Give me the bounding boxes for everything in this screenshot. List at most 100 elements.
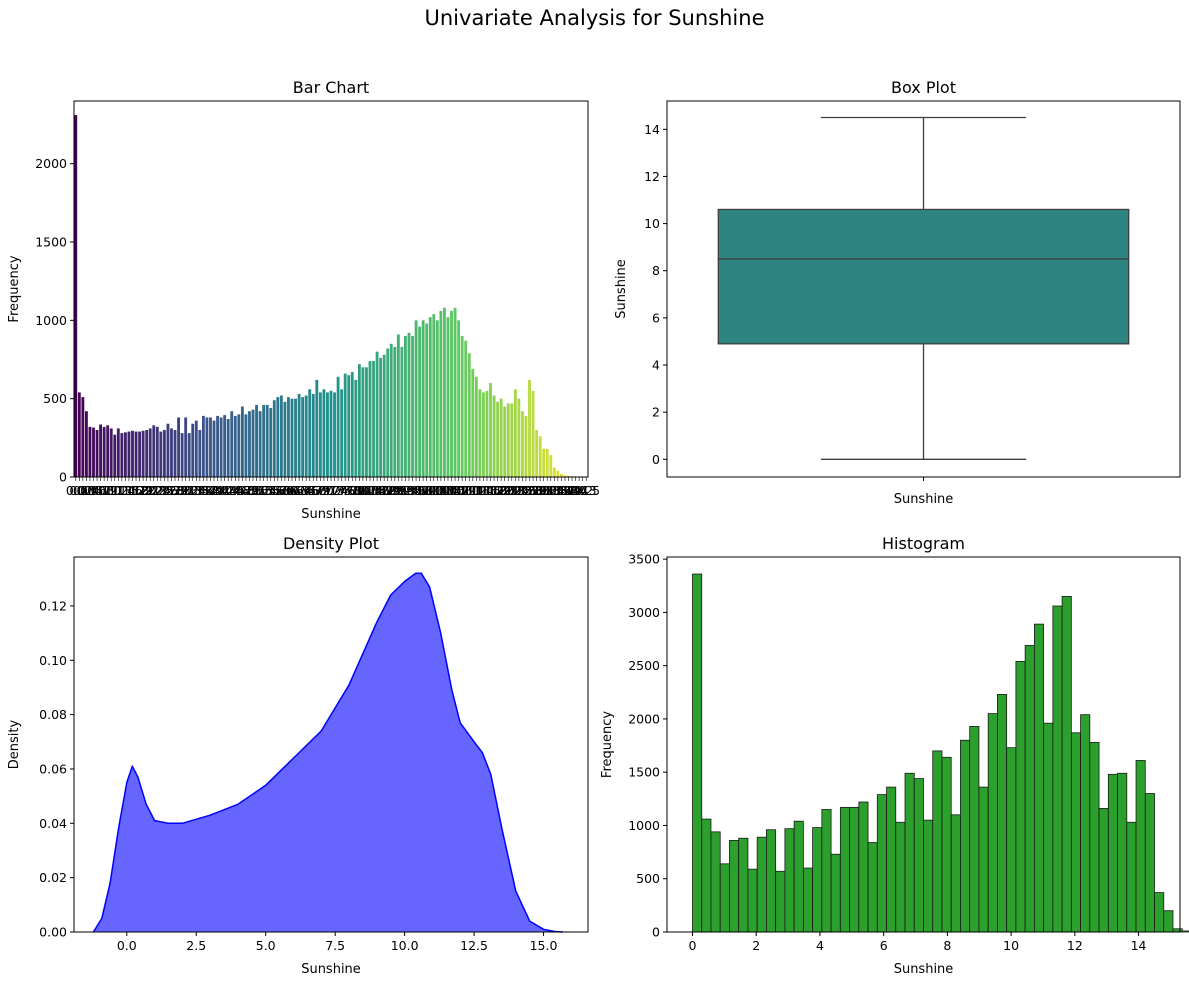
- bar-chart-x-tick-label: 3.6: [193, 483, 213, 498]
- bar-chart-x-tick-label: 13.7: [547, 483, 575, 498]
- histogram-bin: [1080, 714, 1091, 933]
- box-plot-frame: [666, 100, 1181, 478]
- histogram-bin: [1126, 821, 1137, 933]
- bar-chart-x-tick-label: 11.3: [462, 483, 490, 498]
- histogram-bin: [858, 801, 869, 933]
- bar-chart-x-tick-label: 5.7: [268, 483, 288, 498]
- histogram-bin: [923, 819, 934, 933]
- bar-chart-bar: [549, 455, 553, 477]
- histogram-bin: [738, 837, 749, 933]
- bar-chart-x-tick-label: 1.5: [119, 483, 139, 498]
- histogram-bin: [1033, 623, 1045, 933]
- y-tick-label-box: 6: [652, 310, 660, 325]
- bar-chart-bar: [301, 397, 305, 477]
- y-tick-label-density: 0.06: [39, 761, 67, 776]
- histogram-bin: [1061, 596, 1072, 933]
- bar-chart-bar: [209, 417, 212, 477]
- bar-chart-bar: [297, 393, 301, 477]
- bar-chart-bar: [166, 423, 170, 477]
- bar-chart-bar: [563, 475, 567, 477]
- x-tick-label-hist: 0: [689, 938, 697, 953]
- bar-chart-x-tick-label: 2.8: [165, 483, 185, 498]
- bar-chart-bar: [230, 411, 234, 477]
- bar-chart-bar: [251, 409, 255, 477]
- bar-chart-bar: [219, 417, 223, 477]
- y-tick-label-box: 12: [644, 169, 660, 184]
- y-tick-label-bar: 500: [43, 391, 67, 406]
- bar-chart-bar: [379, 357, 383, 477]
- y-tick-label-hist: 2500: [628, 658, 660, 673]
- bar-chart-bar: [279, 395, 283, 477]
- histogram-bin: [941, 756, 952, 933]
- bar-chart-bar: [396, 334, 400, 477]
- bar-chart-bar: [365, 367, 368, 477]
- y-tick-label-hist: 0: [652, 925, 660, 940]
- bar-chart-bar: [145, 430, 149, 477]
- y-tick-label-bar: 2000: [35, 156, 67, 171]
- bar-chart-x-tick-label: 4.9: [240, 483, 260, 498]
- bar-chart-x-tick-label: 8.8: [378, 483, 398, 498]
- bar-chart-x-tick-label: 10.1: [420, 483, 448, 498]
- bar-chart-x-tick-label: 12.9: [519, 483, 547, 498]
- bar-chart-x-tick-label: 1.4: [115, 483, 135, 498]
- bar-chart-bar: [357, 364, 361, 477]
- bar-chart-x-tick-label: 7.1: [318, 483, 338, 498]
- bar-chart-x-tick-label: 5.1: [247, 483, 267, 498]
- bar-chart-bar: [510, 403, 514, 477]
- bar-chart-x-tick-label: 13.8: [551, 483, 579, 498]
- bar-chart-bar: [382, 354, 386, 477]
- histogram-bin: [969, 725, 980, 933]
- bar-chart-bar: [92, 427, 95, 477]
- y-axis-label-box: Sunshine: [614, 259, 629, 319]
- bar-chart-bar: [443, 307, 446, 477]
- bar-chart-bar: [425, 323, 429, 477]
- histogram-bin: [950, 814, 961, 933]
- bar-chart-x-tick-label: 4.3: [218, 483, 238, 498]
- x-tick-label-density: 15.0: [530, 938, 558, 953]
- bar-chart-bar: [265, 404, 269, 477]
- bar-chart-x-tick-label: 0.3: [76, 483, 96, 498]
- bar-chart-x-tick-label: 4.6: [229, 483, 249, 498]
- bar-chart-x-tick-label: 0.8: [94, 483, 114, 498]
- bar-chart-x-tick-label: 5.6: [264, 483, 284, 498]
- bar-chart-bar: [492, 395, 496, 477]
- bar-chart-x-tick-label: 8.3: [360, 483, 380, 498]
- bar-chart-x-tick-label: 10.9: [448, 483, 476, 498]
- bar-chart-x-tick-label: 0.0: [66, 483, 86, 498]
- bar-chart-x-tick-label: 9.5: [403, 483, 423, 498]
- bar-chart-bar: [134, 431, 138, 477]
- y-tick-label-hist: 3500: [628, 552, 660, 567]
- bar-chart-x-tick-label: 11.6: [473, 483, 501, 498]
- bar-chart-bar: [262, 404, 266, 477]
- bar-chart-bar: [372, 361, 375, 477]
- bar-chart-x-tick-label: 7.4: [328, 483, 348, 498]
- bar-chart-x-tick-label: 10.0: [416, 483, 444, 498]
- bar-chart-x-tick-label: 3.0: [172, 483, 192, 498]
- bar-chart-x-tick-label: 9.0: [385, 483, 405, 498]
- x-tick-label-hist: 12: [1067, 938, 1083, 953]
- bar-chart-bar: [333, 392, 336, 477]
- x-tick-label-hist: 10: [1003, 938, 1019, 953]
- bar-chart-x-tick-label: 13.0: [523, 483, 551, 498]
- histogram-bin: [747, 868, 758, 933]
- bar-chart-x-tick-label: 4.0: [208, 483, 228, 498]
- y-tick-label-box: 0: [652, 452, 660, 467]
- histogram-bin: [756, 836, 767, 933]
- histogram-bin: [701, 818, 712, 933]
- bar-chart-x-tick-label: 0.2: [73, 483, 93, 498]
- bar-chart-bar: [315, 379, 319, 477]
- x-tick-label-density: 5.0: [256, 938, 276, 953]
- bar-chart-bar: [294, 398, 297, 477]
- bar-chart-x-tick-label: 12.8: [516, 483, 544, 498]
- bar-chart-bar: [276, 397, 280, 477]
- histogram-bin: [1015, 661, 1026, 933]
- bar-chart-x-tick-label: 3.4: [186, 483, 206, 498]
- bar-chart-x-tick-label: 9.1: [388, 483, 408, 498]
- bar-chart-x-tick-label: 7.7: [339, 483, 359, 498]
- histogram-bin: [793, 820, 804, 933]
- histogram-bin: [1163, 910, 1174, 933]
- bar-chart-bar: [194, 420, 198, 477]
- bar-chart-x-tick-label: 6.6: [300, 483, 320, 498]
- bar-chart-x-tick-label: 0.5: [84, 483, 104, 498]
- bar-chart-bar: [216, 415, 219, 477]
